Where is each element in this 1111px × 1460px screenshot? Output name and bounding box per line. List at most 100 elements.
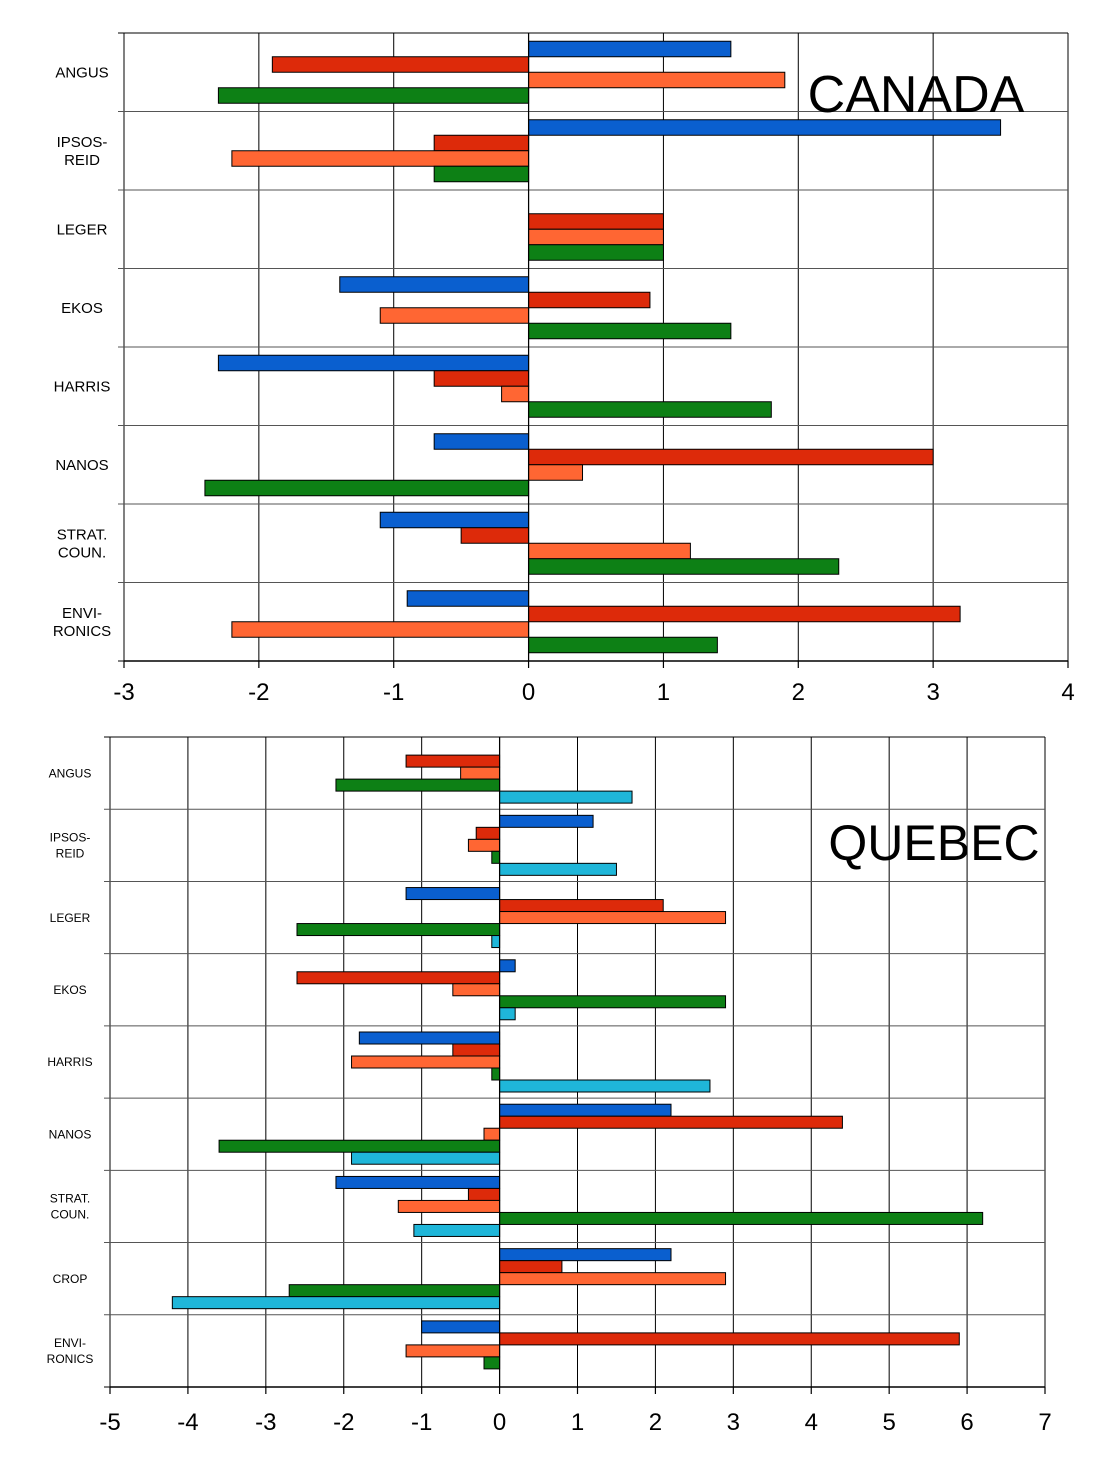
quebec-bar-5-0 bbox=[499, 1103, 672, 1117]
canada-x-tick-label-7: 4 bbox=[1061, 679, 1074, 706]
quebec-category-label-3: EKOS bbox=[53, 983, 86, 997]
canada-bar-3-1 bbox=[528, 291, 651, 309]
canada-bar-1-3 bbox=[433, 165, 530, 183]
canada-category-label-2: LEGER bbox=[57, 222, 108, 239]
quebec-bar-6-2 bbox=[397, 1199, 501, 1213]
quebec-bar-7-1 bbox=[499, 1260, 563, 1274]
quebec-bar-7-4 bbox=[171, 1296, 501, 1310]
quebec-bar-3-3 bbox=[499, 995, 727, 1009]
canada-x-tick-label-4: 1 bbox=[657, 679, 670, 706]
quebec-x-tick-label-8: 3 bbox=[727, 1409, 740, 1436]
canada-bar-6-3 bbox=[528, 558, 840, 575]
quebec-bar-2-1 bbox=[499, 899, 664, 913]
quebec-bar-8-0 bbox=[421, 1320, 501, 1334]
canada-x-tick-label-3: 0 bbox=[522, 679, 535, 706]
canada-bar-0-2 bbox=[528, 71, 786, 89]
canada-bar-4-2 bbox=[501, 385, 530, 403]
quebec-x-tick-label-3: -2 bbox=[333, 1409, 354, 1436]
quebec-category-label-1: IPSOS-REID bbox=[50, 831, 91, 861]
quebec-bar-3-4 bbox=[499, 1007, 516, 1021]
quebec-category-label-0: ANGUS bbox=[49, 766, 92, 780]
quebec-x-tick-label-9: 4 bbox=[805, 1409, 818, 1436]
quebec-x-tick-label-7: 2 bbox=[649, 1409, 662, 1436]
canada-bar-3-0 bbox=[339, 276, 530, 293]
canada-bar-0-1 bbox=[271, 56, 530, 73]
canada-category-label-5: NANOS bbox=[55, 457, 108, 474]
quebec-x-tick-label-10: 5 bbox=[882, 1409, 895, 1436]
quebec-bar-6-1 bbox=[467, 1187, 501, 1201]
quebec-bar-1-0 bbox=[499, 814, 594, 828]
canada-bar-6-1 bbox=[460, 527, 530, 544]
canada-category-label-4: HARRIS bbox=[54, 379, 111, 396]
quebec-title: QUEBEC bbox=[828, 815, 1039, 871]
quebec-bar-0-1 bbox=[405, 754, 501, 768]
quebec-bar-7-3 bbox=[288, 1284, 501, 1298]
quebec-bar-2-3 bbox=[296, 923, 501, 937]
canada-bar-3-3 bbox=[528, 322, 732, 340]
canada-bar-7-3 bbox=[528, 636, 718, 654]
canada-bar-2-3 bbox=[528, 244, 664, 261]
canada-bar-5-1 bbox=[528, 448, 934, 466]
quebec-bar-6-0 bbox=[335, 1175, 501, 1189]
canada-category-label-0: ANGUS bbox=[55, 65, 108, 82]
canada-bar-6-0 bbox=[379, 511, 530, 529]
canada-bar-1-2 bbox=[231, 150, 530, 167]
canada-chart: -3 -2 -1 0 1 2 3 4 ANGUS IPSOS-REID LEGER EKOS HARRI… bbox=[53, 32, 1075, 706]
quebec-bar-6-4 bbox=[413, 1223, 501, 1237]
quebec-x-tick-label-6: 1 bbox=[571, 1409, 584, 1436]
canada-category-label-3: EKOS bbox=[61, 300, 103, 317]
canada-x-tick-label-5: 2 bbox=[792, 679, 805, 706]
quebec-x-tick-label-11: 6 bbox=[960, 1409, 973, 1436]
quebec-category-label-4: HARRIS bbox=[47, 1055, 92, 1069]
quebec-bar-1-3 bbox=[491, 850, 501, 864]
canada-bar-4-1 bbox=[433, 370, 530, 387]
quebec-x-tick-label-1: -4 bbox=[177, 1409, 198, 1436]
quebec-bar-2-4 bbox=[491, 935, 501, 949]
quebec-chart: -5 -4 -3 -2 -1 0 1 2 3 4 5 6 7 ANGUS IPSOS-REID LEGER EK… bbox=[47, 736, 1052, 1436]
quebec-bar-6-3 bbox=[499, 1211, 984, 1225]
canada-x-tick-label-0: -3 bbox=[113, 679, 134, 706]
quebec-bar-3-0 bbox=[499, 959, 516, 973]
quebec-bar-5-4 bbox=[351, 1151, 501, 1165]
canada-category-label-7: ENVI-RONICS bbox=[53, 605, 111, 640]
canada-category-label-1: IPSOS-REID bbox=[57, 134, 108, 169]
quebec-bar-1-1 bbox=[475, 826, 501, 840]
quebec-category-label-6: STRAT. COUN. bbox=[50, 1192, 90, 1222]
canada-bar-1-1 bbox=[433, 134, 530, 152]
quebec-category-label-8: ENVI-RONICS bbox=[47, 1336, 94, 1366]
canada-bar-5-3 bbox=[204, 479, 530, 497]
canada-x-tick-label-1: -2 bbox=[248, 679, 269, 706]
quebec-x-tick-label-2: -3 bbox=[255, 1409, 276, 1436]
quebec-x-tick-label-5: 0 bbox=[493, 1409, 506, 1436]
quebec-bar-4-2 bbox=[351, 1055, 501, 1069]
quebec-x-tick-label-0: -5 bbox=[99, 1409, 120, 1436]
canada-title: CANADA bbox=[808, 66, 1025, 124]
quebec-bar-7-2 bbox=[499, 1272, 727, 1286]
quebec-bar-8-3 bbox=[483, 1356, 501, 1370]
canada-bar-5-2 bbox=[528, 464, 584, 481]
canada-category-label-6: STRAT. COUN. bbox=[57, 527, 108, 562]
quebec-bar-5-1 bbox=[499, 1115, 843, 1129]
canada-x-tick-label-6: 3 bbox=[926, 679, 939, 706]
canada-bar-4-0 bbox=[217, 354, 530, 372]
quebec-bar-5-2 bbox=[483, 1127, 501, 1141]
quebec-bar-3-1 bbox=[296, 971, 501, 985]
canada-bar-5-0 bbox=[433, 433, 530, 450]
quebec-bar-1-4 bbox=[499, 862, 617, 876]
canada-bar-0-0 bbox=[528, 40, 732, 58]
quebec-bar-0-4 bbox=[499, 790, 633, 804]
quebec-bar-2-2 bbox=[499, 911, 727, 925]
canada-bar-2-1 bbox=[528, 213, 664, 230]
canada-bar-7-0 bbox=[406, 590, 530, 607]
quebec-bar-1-2 bbox=[467, 838, 501, 852]
quebec-category-label-7: CROP bbox=[53, 1272, 88, 1286]
canada-x-tick-label-2: -1 bbox=[383, 679, 404, 706]
quebec-x-tick-label-4: -1 bbox=[411, 1409, 432, 1436]
quebec-bar-5-3 bbox=[218, 1139, 501, 1153]
quebec-bar-7-0 bbox=[499, 1248, 672, 1262]
canada-bar-2-2 bbox=[528, 228, 664, 246]
canada-bar-0-3 bbox=[217, 87, 530, 104]
canada-bar-4-3 bbox=[528, 401, 772, 418]
quebec-bar-8-1 bbox=[499, 1332, 960, 1346]
